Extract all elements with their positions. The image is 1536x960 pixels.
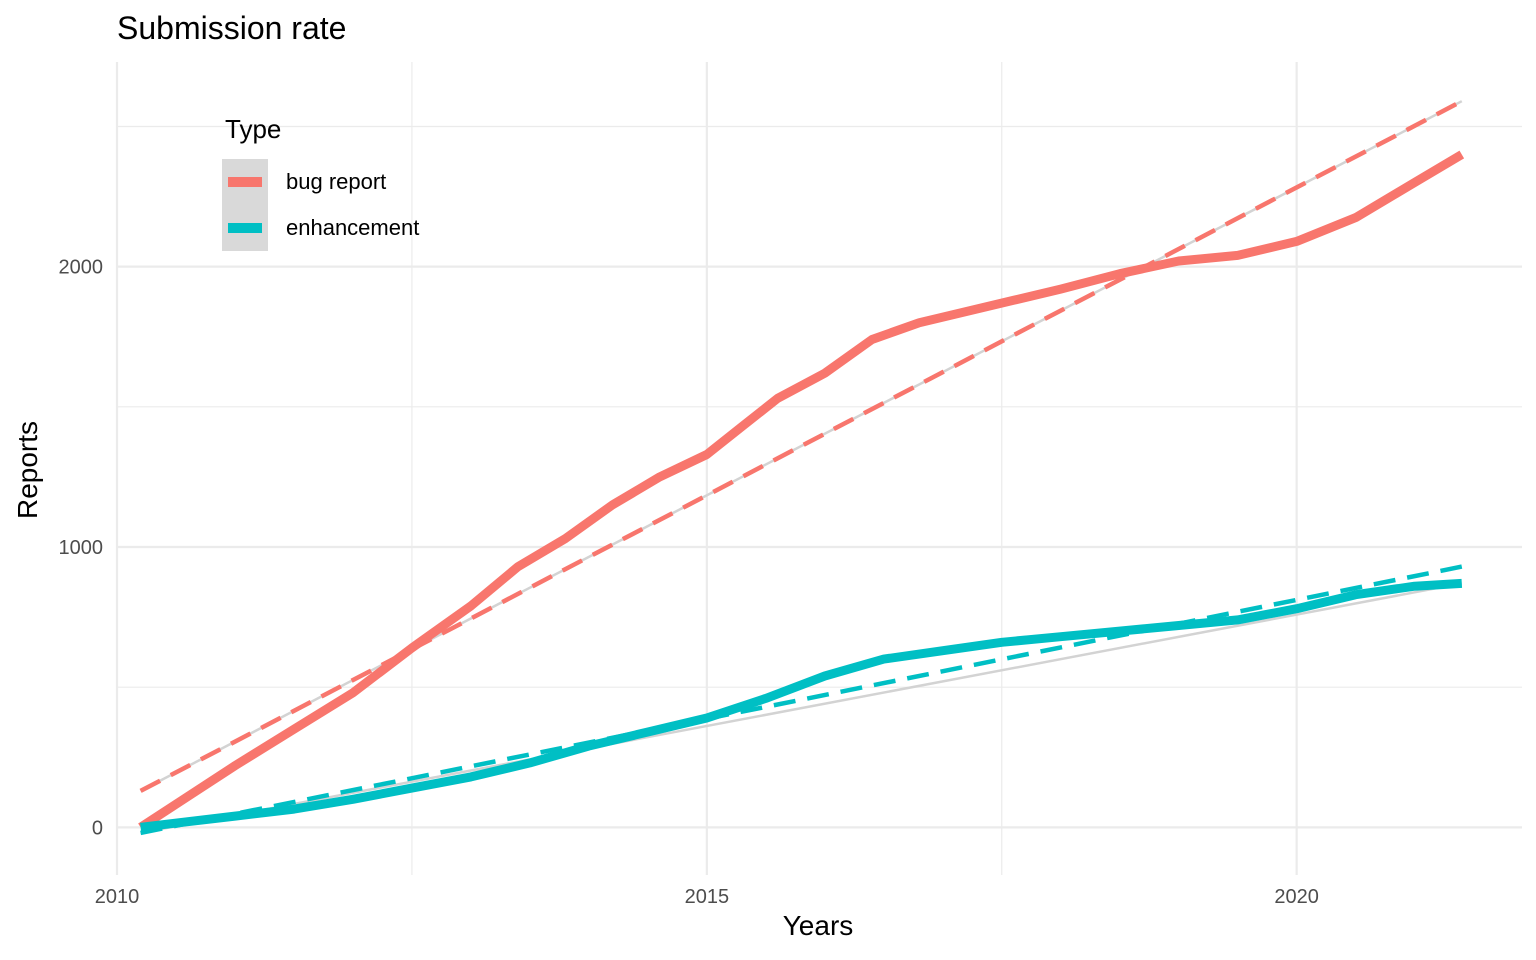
legend-key-bug-report [222,159,268,205]
x-axis-title: Years [782,910,854,941]
line-enhancement [140,578,1463,832]
legend: Type bug report enhancement [222,114,419,251]
legend-key-enhancement [222,205,268,251]
line-bug-report-trend [139,99,1463,793]
major-gridlines [115,62,1522,875]
legend-label-bug-report: bug report [286,169,387,194]
y-tick-label: 0 [92,817,103,839]
x-tick-label: 2020 [1274,886,1319,908]
reference-line [140,582,1463,835]
line-enhancement-trend [140,564,1463,836]
legend-swatch-enhancement [228,223,262,233]
y-axis-title: Reports [12,420,43,520]
y-tick-labels: 0 1000 2000 [59,257,104,840]
legend-title: Type [225,114,282,144]
legend-swatch-bug-report [228,177,262,187]
legend-label-enhancement: enhancement [286,215,420,240]
line-bug-report [138,150,1465,832]
y-tick-label: 2000 [59,257,104,279]
x-tick-labels: 2010 2015 2020 [95,886,1319,908]
y-tick-label: 1000 [59,537,104,559]
chart-title: Submission rate [117,10,347,46]
legend-item-bug-report: bug report [222,159,419,205]
series-lines [138,150,1465,832]
x-tick-label: 2010 [95,886,140,908]
x-tick-label: 2015 [685,886,730,908]
legend-item-enhancement: enhancement [222,205,419,251]
trend-lines [139,99,1463,836]
minor-gridlines [117,62,1522,875]
